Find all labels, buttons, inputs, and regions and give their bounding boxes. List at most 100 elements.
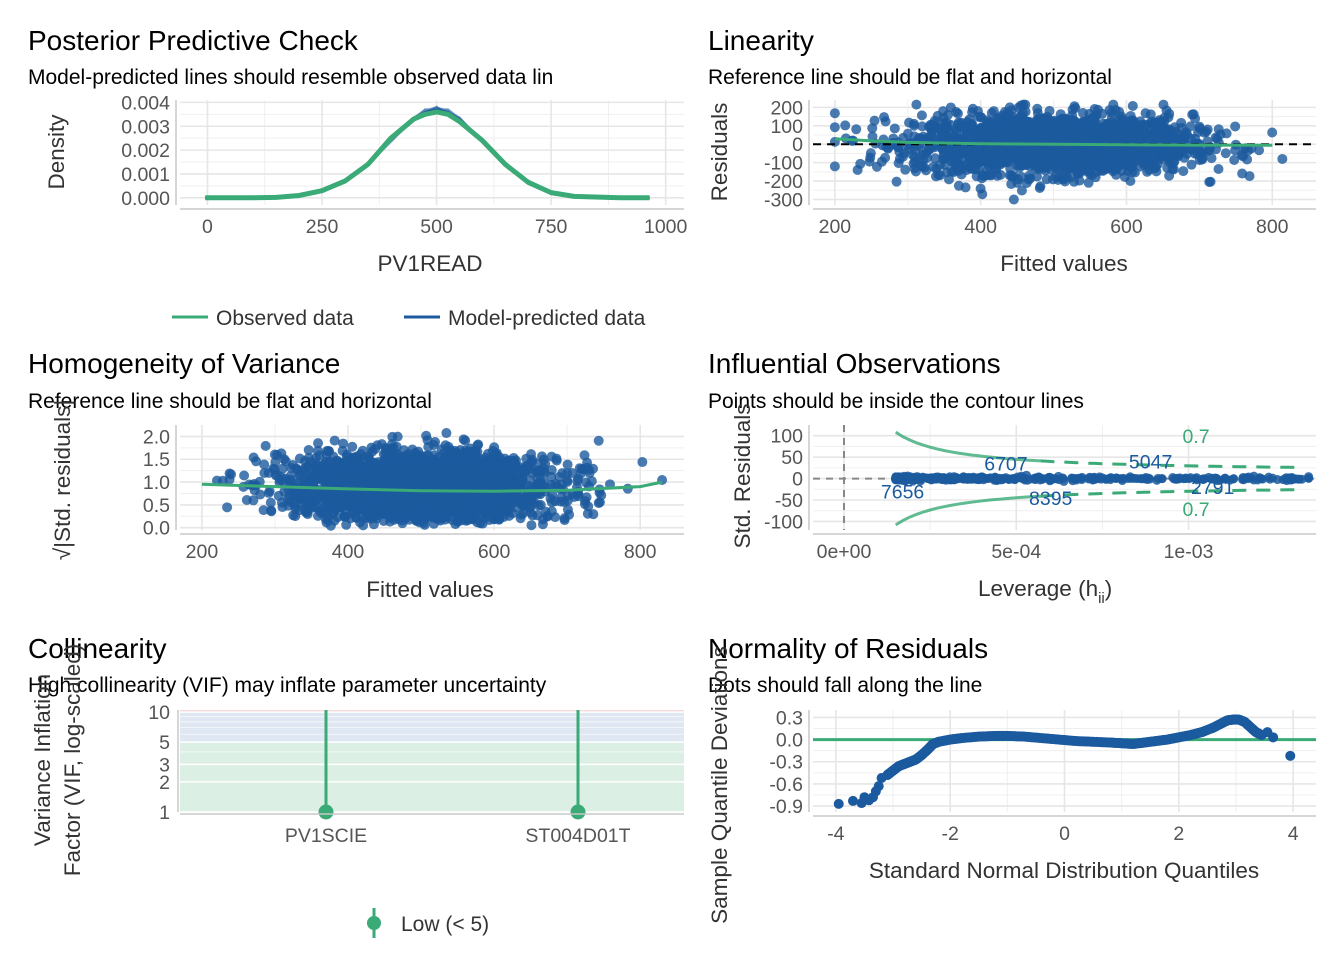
homogeneity-point — [378, 515, 389, 526]
linearity-point — [1094, 156, 1105, 167]
ppc-predicted-line — [205, 108, 650, 199]
homogeneity-point — [251, 456, 262, 467]
homogeneity-point — [583, 464, 594, 475]
linearity-point — [1032, 103, 1043, 114]
homogeneity-point — [572, 475, 583, 486]
linearity-point — [992, 124, 1003, 135]
homogeneity-point — [404, 502, 415, 513]
linearity-point — [949, 148, 960, 159]
influence-point — [1206, 474, 1216, 484]
linearity-point — [909, 152, 920, 163]
influence-point — [1305, 474, 1314, 483]
homogeneity-point — [546, 465, 557, 476]
linearity-point — [1001, 129, 1012, 140]
linearity-point — [855, 158, 866, 169]
linearity-point — [1160, 125, 1171, 136]
linearity-point — [943, 174, 954, 185]
homogeneity-point — [526, 449, 537, 460]
influence-ytick-label: 50 — [781, 447, 803, 469]
linearity-point — [1008, 115, 1019, 126]
linearity-point — [975, 183, 986, 194]
linearity-point — [992, 133, 1003, 144]
normality-xlabel: Standard Normal Distribution Quantiles — [869, 858, 1259, 883]
influence-xlabel: Leverage (hii) — [978, 576, 1112, 607]
homogeneity-point — [266, 505, 277, 516]
homogeneity-ytick-label: 0.0 — [143, 518, 170, 540]
homogeneity-point — [303, 444, 314, 455]
linearity-point — [1068, 134, 1079, 145]
influence-contour-lower — [894, 494, 1041, 527]
collinearity-subtitle: High collinearity (VIF) may inflate para… — [28, 674, 547, 697]
linearity-point — [1194, 123, 1205, 134]
homogeneity-point — [413, 471, 424, 482]
influence-point — [1004, 474, 1014, 484]
linearity-point — [1186, 159, 1197, 170]
linearity-point — [1025, 173, 1036, 184]
homogeneity-point — [340, 511, 351, 522]
influence-ytick-label: 100 — [770, 426, 803, 448]
linearity-point — [1087, 170, 1098, 181]
linearity-ylabel: Residuals — [707, 103, 732, 202]
homogeneity-xlabel: Fitted values — [366, 577, 494, 602]
linearity-point — [900, 164, 911, 175]
influence-point — [925, 474, 935, 484]
homogeneity-xtick-label: 200 — [186, 541, 219, 563]
ppc-xtick-label: 1000 — [644, 216, 688, 238]
homogeneity-point — [248, 495, 259, 506]
homogeneity-point — [559, 515, 570, 526]
influence-point — [1067, 473, 1077, 483]
ppc-predicted-line — [205, 106, 650, 199]
linearity-point — [909, 163, 920, 174]
homogeneity-ytick-label: 1.5 — [143, 449, 170, 471]
homogeneity-point — [421, 508, 432, 519]
linearity-point — [965, 122, 976, 133]
linearity-ytick-label: 0 — [792, 134, 803, 156]
homogeneity-subtitle: Reference line should be flat and horizo… — [28, 390, 432, 413]
influence-point — [1074, 473, 1084, 483]
homogeneity-point — [265, 497, 276, 508]
linearity-point — [1070, 159, 1081, 170]
linearity-point — [1060, 171, 1071, 182]
influence-point — [1097, 473, 1107, 483]
collinearity-ytick-label: 2 — [159, 772, 170, 794]
homogeneity-point — [426, 465, 437, 476]
linearity-point — [1029, 128, 1040, 139]
homogeneity-point — [400, 467, 411, 478]
influence-ytick-label: -100 — [764, 511, 803, 533]
linearity-point — [1030, 156, 1041, 167]
linearity-ytick-label: 200 — [770, 97, 803, 119]
homogeneity-xtick-label: 400 — [332, 541, 365, 563]
ppc-xtick-label: 250 — [306, 216, 339, 238]
linearity-point — [871, 161, 882, 172]
linearity-point — [1121, 151, 1132, 162]
linearity-xtick-label: 600 — [1110, 216, 1143, 238]
linearity-title: Linearity — [708, 25, 814, 56]
linearity-point — [1106, 159, 1117, 170]
influence-point-label: 7656 — [881, 481, 924, 503]
homogeneity-point — [389, 462, 400, 473]
homogeneity-point — [295, 488, 306, 499]
homogeneity-point — [260, 440, 271, 451]
linearity-point — [1127, 100, 1138, 111]
influence-points — [891, 470, 1314, 486]
influence-point — [1220, 474, 1230, 484]
linearity-ytick-label: -100 — [764, 153, 803, 175]
homogeneity-point — [255, 489, 266, 500]
ppc-ytick-label: 0.002 — [121, 140, 170, 162]
influence-point-label: 5047 — [1129, 451, 1172, 473]
homogeneity-point — [329, 435, 340, 446]
homogeneity-point — [562, 504, 573, 515]
linearity-point — [962, 142, 973, 153]
linearity-point — [1084, 108, 1095, 119]
homogeneity-point — [320, 513, 331, 524]
influence-point — [1132, 474, 1142, 484]
linearity-point — [889, 123, 900, 134]
legend-predicted-label: Model-predicted data — [448, 307, 646, 330]
ppc-predicted-line — [205, 108, 650, 199]
linearity-point — [829, 108, 840, 119]
influence-xtick-label: 0e+00 — [817, 541, 872, 563]
influence-point — [969, 472, 979, 482]
linearity-point — [1041, 147, 1052, 158]
linearity-point — [893, 158, 904, 169]
